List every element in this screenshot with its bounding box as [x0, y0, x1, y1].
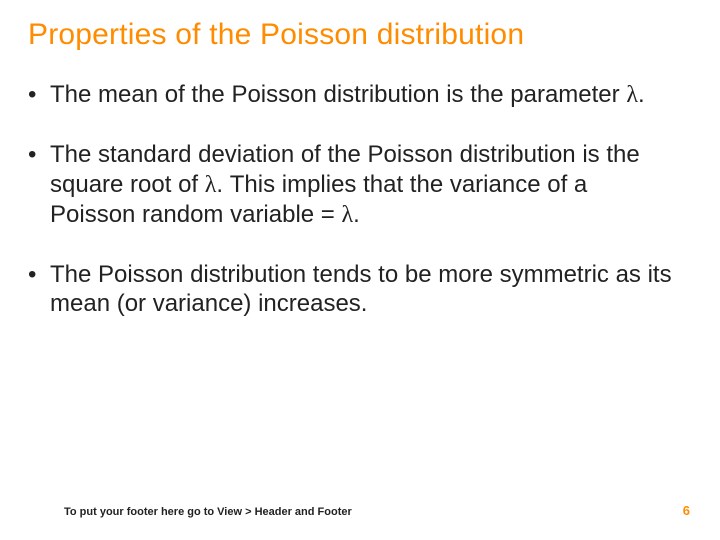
bullet-item: The Poisson distribution tends to be mor…: [50, 260, 692, 319]
slide: Properties of the Poisson distribution T…: [0, 0, 720, 540]
bullet-item: The mean of the Poisson distribution is …: [50, 80, 692, 110]
lambda-symbol: λ: [205, 172, 217, 198]
footer-text: To put your footer here go to View > Hea…: [64, 506, 352, 518]
lambda-symbol: λ: [626, 82, 638, 108]
bullet-text: The mean of the Poisson distribution is …: [50, 81, 626, 108]
bullet-text: .: [353, 201, 360, 228]
lambda-symbol: λ: [342, 202, 354, 228]
bullet-text: The Poisson distribution tends to be mor…: [50, 261, 672, 317]
page-number: 6: [683, 503, 690, 518]
bullet-list: The mean of the Poisson distribution is …: [28, 80, 692, 319]
slide-title: Properties of the Poisson distribution: [28, 18, 692, 52]
bullet-item: The standard deviation of the Poisson di…: [50, 140, 692, 230]
bullet-text: .: [638, 81, 645, 108]
